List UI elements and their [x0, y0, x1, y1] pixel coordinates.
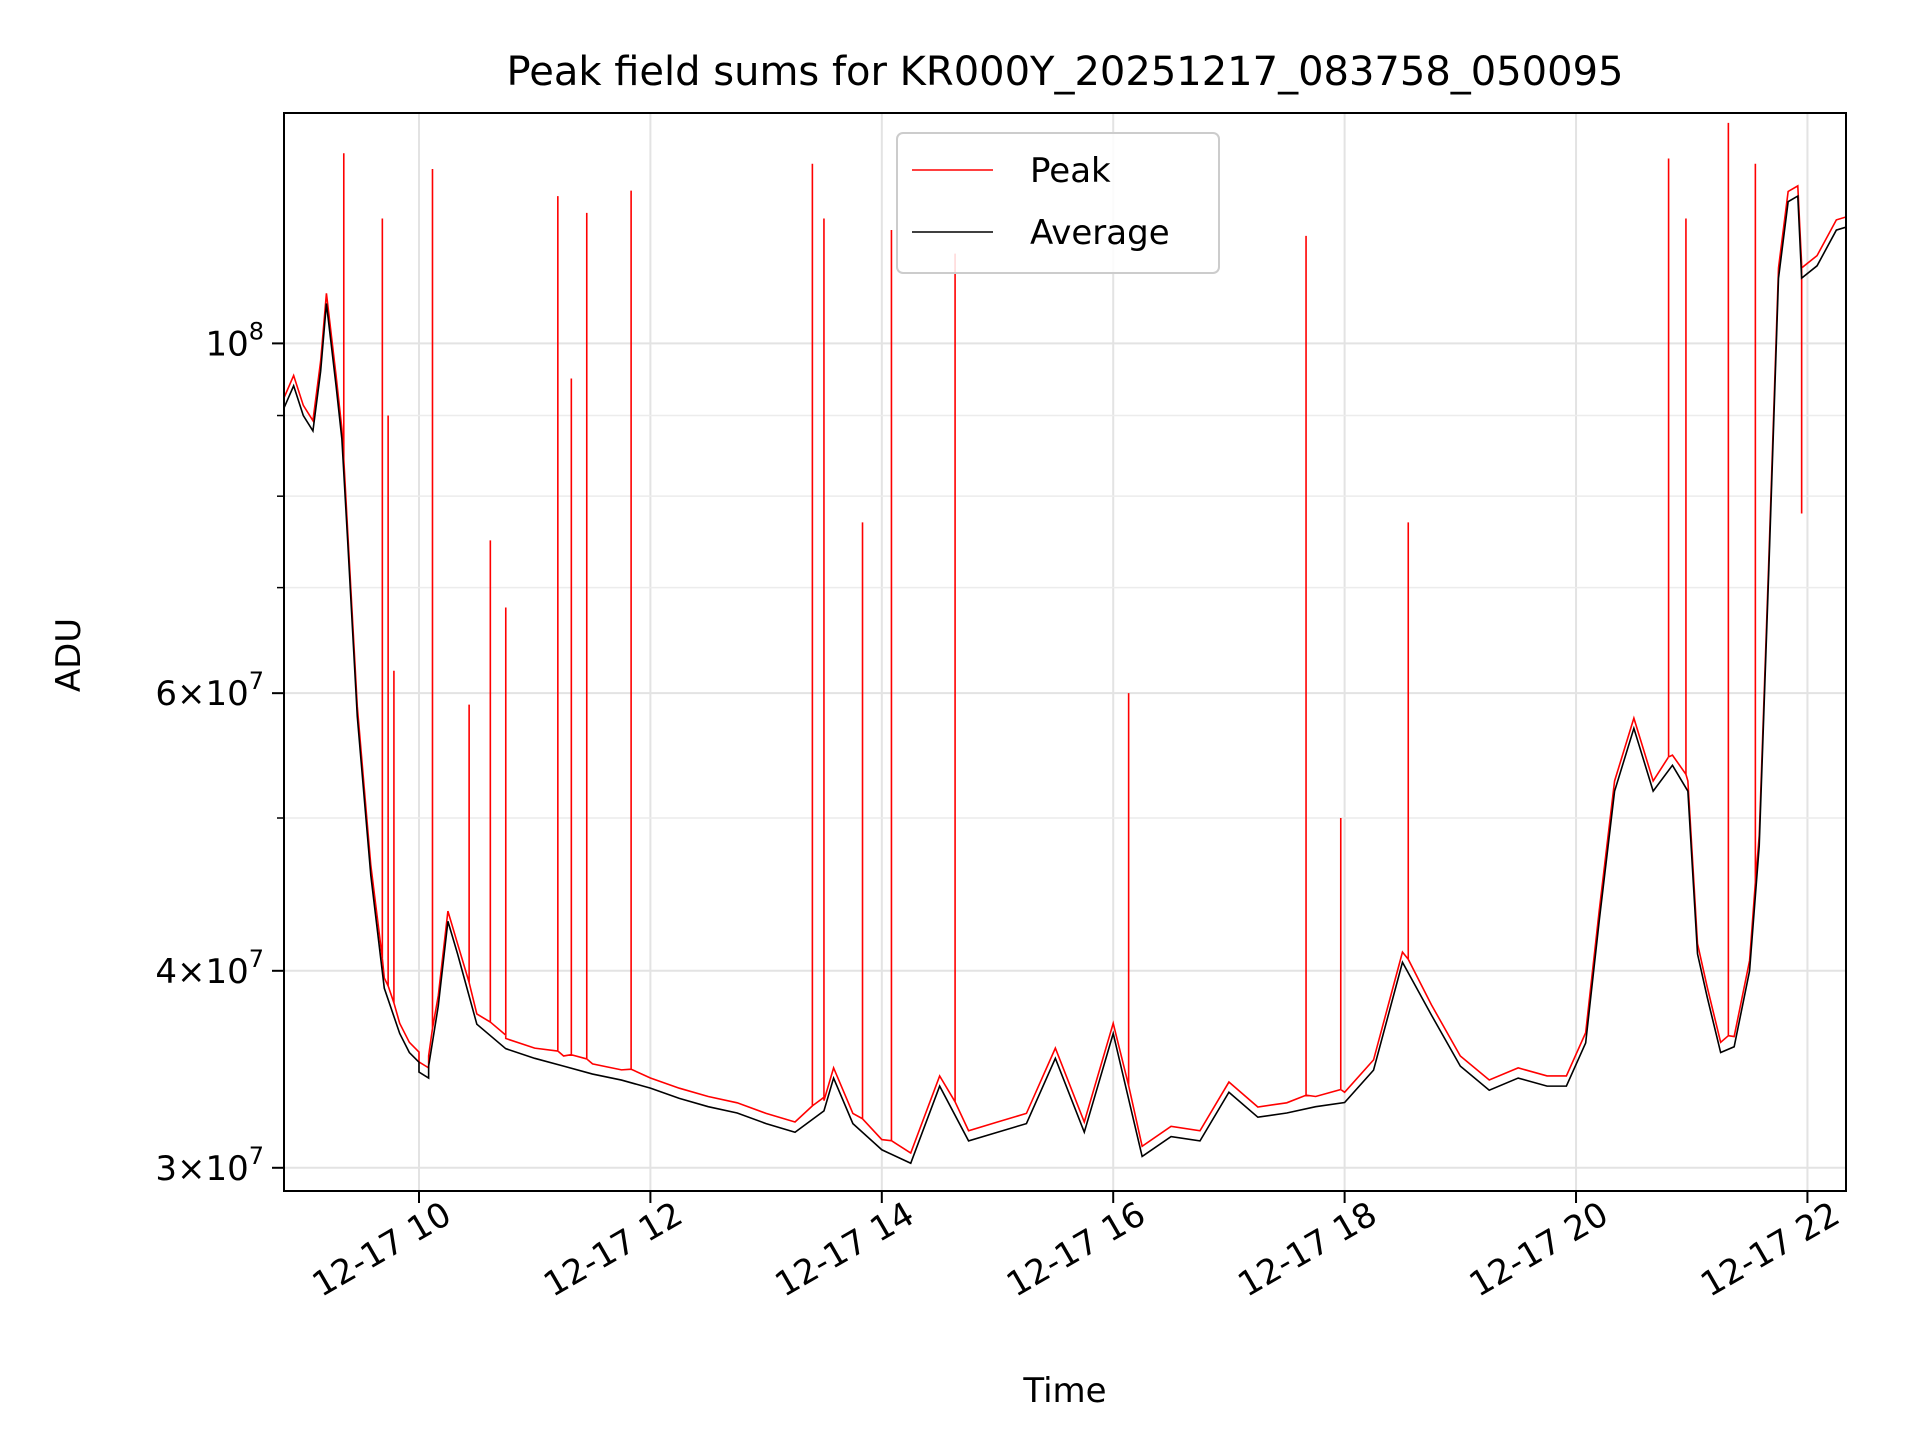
- y-tick-label: 3×107: [155, 1142, 264, 1189]
- series-layer: [284, 122, 1846, 1165]
- average-series-line: [284, 194, 1846, 1165]
- grid: [284, 113, 1846, 1191]
- peak-series-line: [284, 122, 1846, 1155]
- y-tick-label: 108: [205, 317, 264, 364]
- y-tick-label: 4×107: [155, 945, 264, 992]
- legend: Peak Average: [896, 132, 1220, 274]
- x-axis-label: Time: [1022, 1371, 1106, 1411]
- plot-frame: [283, 112, 1847, 1192]
- y-axis-label: ADU: [49, 618, 89, 692]
- legend-label-average: Average: [1030, 213, 1170, 253]
- legend-label-peak: Peak: [1030, 151, 1111, 191]
- legend-box: [896, 132, 1220, 274]
- chart-title: Peak field sums for KR000Y_20251217_0837…: [507, 49, 1624, 95]
- y-tick-label: 6×107: [155, 667, 264, 714]
